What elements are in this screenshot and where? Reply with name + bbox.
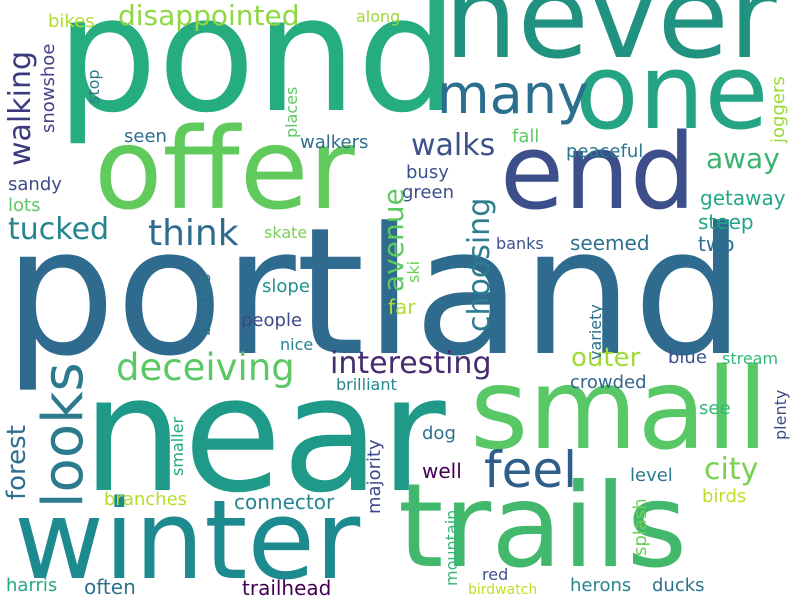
- word-see: see: [699, 398, 731, 419]
- word-many: many: [437, 63, 589, 126]
- word-outer: outer: [571, 343, 641, 373]
- word-peaceful: peaceful: [566, 141, 644, 162]
- word-banks: banks: [496, 234, 544, 253]
- word-ducks: ducks: [652, 575, 705, 596]
- word-mountain: mountain: [442, 509, 461, 586]
- word-dog: dog: [422, 423, 456, 444]
- word-feel: feel: [484, 441, 578, 499]
- word-two: two: [698, 232, 735, 256]
- word-away: away: [706, 142, 780, 175]
- word-walks: walks: [411, 128, 496, 163]
- word-plenty: plenty: [771, 389, 790, 440]
- word-end: end: [500, 111, 696, 233]
- word-majority: majority: [364, 439, 385, 514]
- word-well: well: [422, 459, 462, 483]
- word-city: city: [704, 452, 759, 487]
- word-snowshoe: snowshoe: [38, 43, 59, 133]
- word-winter: winter: [14, 476, 361, 600]
- word-people: people: [241, 310, 303, 331]
- word-bikes: bikes: [48, 11, 95, 32]
- word-green: green: [402, 182, 454, 203]
- word-walking: walking: [3, 50, 38, 166]
- word-far: far: [388, 295, 416, 319]
- word-seemed: seemed: [570, 231, 650, 255]
- word-birds: birds: [702, 486, 747, 507]
- word-skate: skate: [264, 223, 308, 242]
- word-pond: pond: [56, 0, 459, 148]
- word-small: small: [470, 345, 769, 475]
- word-never: never: [444, 0, 777, 85]
- word-near: near: [82, 341, 446, 528]
- word-getaway: getaway: [700, 186, 786, 210]
- word-steep: steep: [698, 210, 754, 234]
- word-blue: blue: [668, 347, 707, 368]
- word-sandy: sandy: [8, 174, 62, 195]
- word-disappointed: disappointed: [118, 0, 300, 32]
- word-nice: nice: [280, 335, 314, 354]
- word-choosing: choosing: [462, 197, 497, 332]
- word-interesting: interesting: [330, 346, 492, 381]
- word-slope: slope: [262, 276, 310, 297]
- word-trailhead: trailhead: [242, 576, 332, 600]
- word-think: think: [148, 213, 239, 254]
- word-looks: looks: [31, 362, 96, 508]
- word-deceiving: deceiving: [116, 346, 295, 389]
- word-busy: busy: [406, 162, 449, 183]
- word-stream: stream: [722, 349, 779, 368]
- word-fall: fall: [512, 126, 540, 147]
- word-smaller: smaller: [168, 416, 187, 476]
- word-along: along: [356, 7, 401, 26]
- word-red: red: [482, 565, 509, 584]
- word-forest: forest: [2, 425, 32, 500]
- word-ski: ski: [404, 260, 423, 283]
- word-brilliant: brilliant: [336, 375, 397, 394]
- word-portland: portland: [4, 190, 745, 395]
- word-herons: herons: [570, 575, 632, 596]
- word-walkers: walkers: [300, 132, 369, 153]
- word-places: places: [282, 86, 301, 138]
- word-tucked: tucked: [8, 212, 110, 247]
- word-crowded: crowded: [570, 372, 647, 393]
- word-level: level: [630, 465, 673, 486]
- word-one: one: [575, 31, 769, 153]
- word-branches: branches: [104, 489, 188, 510]
- word-harris: harris: [6, 575, 58, 596]
- word-seen: seen: [124, 126, 167, 147]
- word-splash: splash: [630, 498, 651, 556]
- word-birdwatch: birdwatch: [468, 582, 538, 598]
- word-variety: variety: [586, 304, 605, 360]
- word-berries: berries: [194, 273, 215, 336]
- word-trails: trails: [398, 459, 688, 594]
- word-stop: stop: [84, 69, 103, 104]
- word-connector: connector: [234, 490, 335, 514]
- word-lots: lots: [8, 195, 41, 216]
- word-offer: offer: [94, 105, 355, 235]
- word-often: often: [84, 575, 136, 599]
- word-joggers: joggers: [768, 76, 789, 143]
